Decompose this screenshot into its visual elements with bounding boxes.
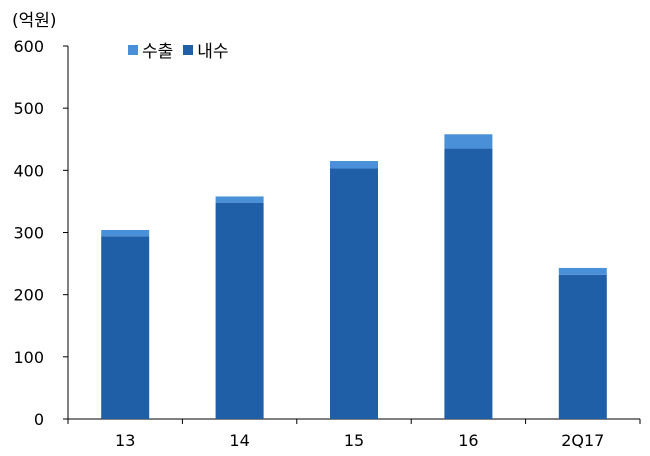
bar-domestic xyxy=(444,148,493,419)
legend-swatch-export xyxy=(128,44,138,55)
bar-domestic xyxy=(558,274,607,419)
legend: 수출 내수 xyxy=(128,37,239,62)
y-tick-label: 400 xyxy=(13,161,44,180)
bar-domestic xyxy=(330,168,378,419)
x-tick-label: 2Q17 xyxy=(561,431,604,450)
bar-export xyxy=(444,134,493,149)
legend-item-export: 수출 xyxy=(128,37,173,62)
bar-export xyxy=(215,196,264,203)
legend-swatch-domestic xyxy=(183,44,194,55)
bar-export xyxy=(101,230,150,237)
bar-domestic xyxy=(215,202,264,419)
legend-label-domestic: 내수 xyxy=(197,42,229,62)
bar-export xyxy=(330,161,378,169)
y-tick-label: 200 xyxy=(13,286,44,305)
x-tick-label: 16 xyxy=(458,431,478,450)
legend-label-export: 수출 xyxy=(142,42,174,62)
x-tick-label: 13 xyxy=(115,431,135,450)
bar-export xyxy=(558,267,607,275)
y-tick-label: 300 xyxy=(13,224,44,243)
x-tick-label: 15 xyxy=(344,431,364,450)
unit-label: (억원) xyxy=(12,11,57,31)
x-tick-label: 14 xyxy=(229,431,249,450)
y-tick-label: 0 xyxy=(34,410,44,429)
y-tick-label: 100 xyxy=(13,348,44,367)
legend-item-domestic: 내수 xyxy=(183,37,229,62)
bar-domestic xyxy=(101,236,150,419)
y-tick-label: 600 xyxy=(13,37,44,56)
y-tick-label: 500 xyxy=(13,99,44,118)
